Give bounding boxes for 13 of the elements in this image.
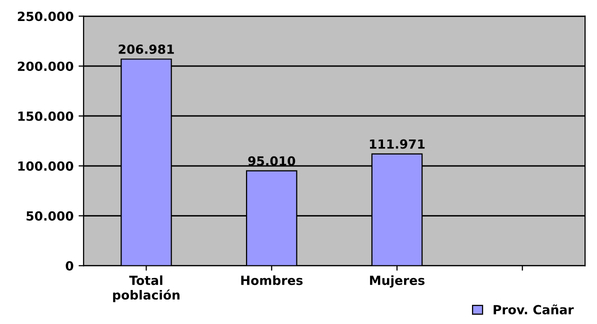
x-tick-label: Total población <box>113 275 180 302</box>
x-tick-label: Mujeres <box>370 275 425 288</box>
y-tick-label: 250.000 <box>18 12 74 22</box>
y-tick-label: 0 <box>66 261 74 271</box>
x-tick-label: Hombres <box>241 275 303 286</box>
y-tick-label: 100.000 <box>18 161 74 171</box>
data-label: 206.981 <box>118 44 174 54</box>
y-tick-label: 200.000 <box>18 62 74 72</box>
y-tick-label: 150.000 <box>18 111 74 121</box>
data-label: 95.010 <box>248 156 296 166</box>
y-tick-label: 50.000 <box>26 211 74 221</box>
legend-label: Prov. Cañar <box>494 304 574 314</box>
data-label: 111.971 <box>370 139 425 149</box>
